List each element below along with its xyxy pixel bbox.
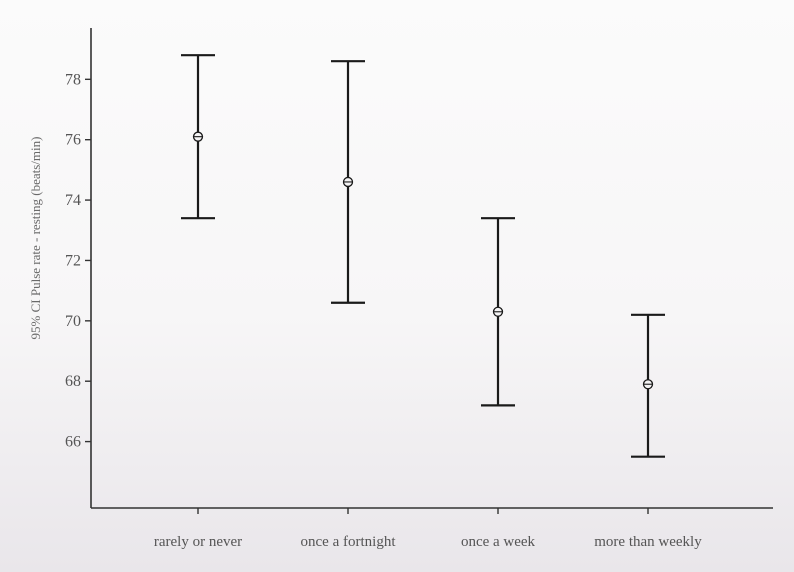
y-tick-label: 78 [65,71,81,88]
x-category-label: once a week [461,534,536,550]
error-bar [331,60,365,304]
y-tick-label: 72 [65,252,81,269]
y-tick-label: 74 [65,192,81,209]
x-category-label: rarely or never [154,534,242,550]
error-bar [181,54,215,220]
y-ticks: 66 68 70 72 74 76 78 [65,71,91,451]
axes [90,28,773,509]
y-tick-label: 70 [65,313,81,330]
x-category-label: more than weekly [594,534,702,550]
y-tick-label: 66 [65,434,81,451]
x-ticks: rarely or never once a fortnight once a we… [154,508,702,550]
x-category-label: once a fortnight [301,534,397,550]
error-bar [481,217,515,407]
y-tick-label: 68 [65,373,81,390]
y-axis-title: 95% CI Pulse rate - resting (beats/min) [28,137,43,340]
error-bar [631,313,665,458]
error-bars [181,54,665,458]
y-tick-label: 76 [65,132,81,149]
